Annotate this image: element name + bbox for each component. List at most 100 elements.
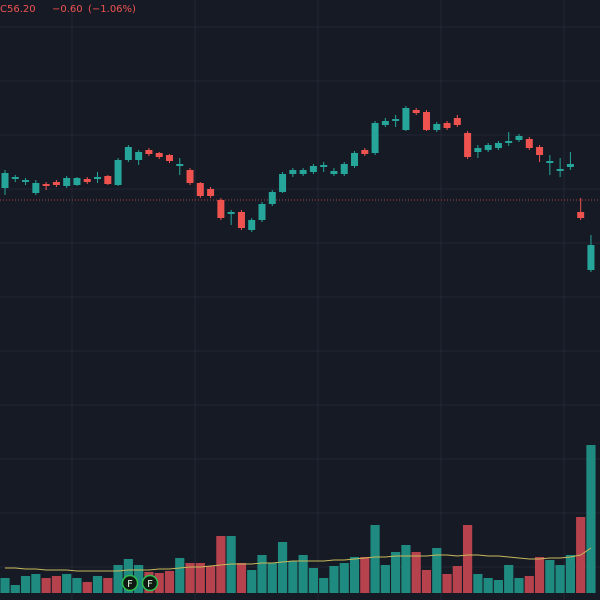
- event-marker: [121, 574, 139, 592]
- volume-bar: [0, 578, 10, 593]
- candle-body: [299, 170, 307, 174]
- volume-bar: [10, 585, 20, 593]
- volume-bar: [298, 555, 308, 593]
- candle-body: [515, 136, 523, 140]
- candle-body: [484, 145, 492, 150]
- header-change-pct: (−1.06%): [88, 4, 136, 15]
- volume-bar: [545, 560, 555, 593]
- volume-bar: [401, 545, 411, 593]
- volume-bar: [113, 565, 123, 593]
- candle-body: [453, 118, 461, 125]
- candle-body: [73, 178, 81, 185]
- candle-body: [227, 212, 235, 214]
- volume-bar: [452, 566, 462, 593]
- candle-body: [42, 184, 50, 186]
- candle-body: [52, 182, 60, 185]
- candle-body: [104, 176, 112, 184]
- volume-bar: [267, 563, 277, 593]
- candle-body: [320, 165, 328, 167]
- candle-body: [371, 123, 379, 153]
- volume-bar: [308, 568, 318, 593]
- candle-body: [464, 133, 472, 157]
- candle-body: [309, 166, 317, 172]
- event-marker-label: F: [127, 579, 133, 590]
- volume-bar: [565, 555, 575, 593]
- volume-bar: [103, 578, 113, 593]
- volume-bar: [257, 555, 267, 593]
- candle-body: [32, 183, 40, 193]
- candle-body: [392, 119, 400, 121]
- candle-body: [11, 177, 19, 179]
- candle-body: [155, 153, 163, 157]
- volume-ma-line: [5, 547, 592, 572]
- volume-bar: [134, 565, 144, 593]
- candle-body: [505, 141, 513, 143]
- candle-body: [268, 192, 276, 204]
- candle-body: [217, 200, 225, 218]
- volume-bar: [92, 576, 103, 593]
- candle-body: [237, 212, 245, 228]
- candle-body: [83, 179, 91, 182]
- candle-body: [330, 171, 338, 174]
- volume-bar: [154, 573, 164, 593]
- volume-bar: [62, 574, 72, 593]
- volume-bar: [206, 566, 216, 593]
- volume-bar: [247, 570, 257, 593]
- candle-body: [135, 152, 143, 160]
- volume-bar: [421, 570, 432, 593]
- candle-body: [412, 110, 420, 113]
- candle-body: [474, 148, 482, 152]
- candle-body: [422, 112, 430, 130]
- volume-bar: [380, 565, 390, 593]
- candle-body: [196, 183, 204, 196]
- volume-bar: [483, 578, 493, 593]
- candle-body: [114, 160, 122, 185]
- candle-body: [361, 150, 369, 154]
- candle-body: [556, 169, 564, 171]
- candle-body: [381, 121, 389, 125]
- candle-body: [165, 155, 173, 161]
- volume-bar: [329, 566, 339, 593]
- volume-bar: [555, 565, 565, 593]
- volume-bar: [411, 552, 421, 593]
- candle-body: [546, 161, 554, 163]
- candle-body: [289, 170, 297, 174]
- candle-body: [443, 123, 451, 128]
- volume-bar: [339, 563, 349, 593]
- candle-body: [124, 147, 132, 160]
- volume-bar: [195, 563, 205, 593]
- volume-bar: [514, 578, 524, 593]
- candle-body: [1, 173, 9, 188]
- candle-body: [577, 212, 585, 218]
- volume-bar: [442, 574, 452, 593]
- volume-bar: [175, 558, 185, 593]
- volume-bar: [51, 576, 61, 593]
- candle-body: [536, 147, 544, 155]
- candle-body: [566, 164, 574, 167]
- event-marker-label: F: [147, 579, 153, 590]
- candle-body: [402, 108, 410, 130]
- volume-bar: [473, 574, 483, 593]
- volume-bar: [41, 578, 51, 593]
- candle-body: [587, 245, 595, 270]
- volume-bar: [236, 563, 247, 593]
- volume-bar: [164, 571, 175, 593]
- volume-bar: [524, 576, 534, 593]
- candle-body: [494, 143, 502, 148]
- volume-bar: [82, 582, 92, 593]
- candle-body: [176, 164, 184, 166]
- candle-body: [145, 150, 153, 154]
- candle-body: [94, 177, 102, 179]
- volume-bar: [31, 574, 41, 593]
- event-marker: [141, 574, 159, 592]
- volume-bar: [432, 548, 442, 593]
- header-close: C56.20: [0, 4, 36, 15]
- volume-bar: [504, 565, 514, 593]
- volume-bar: [360, 557, 370, 593]
- candle-body: [207, 189, 215, 196]
- volume-bar: [463, 525, 473, 593]
- volume-bar: [277, 542, 288, 593]
